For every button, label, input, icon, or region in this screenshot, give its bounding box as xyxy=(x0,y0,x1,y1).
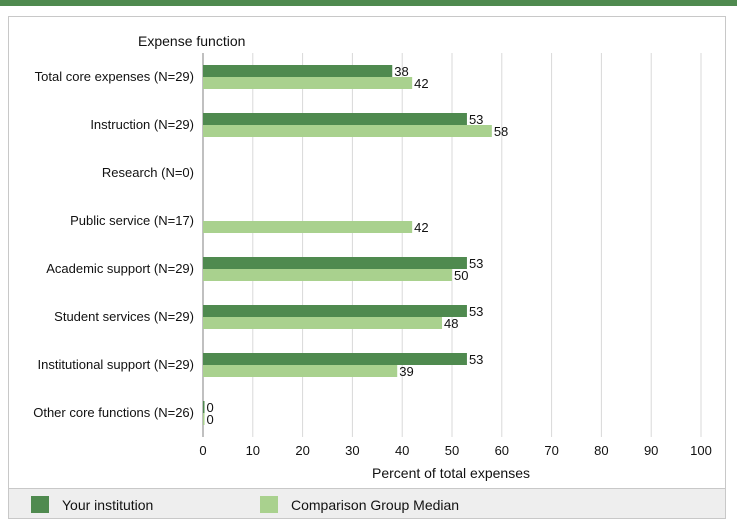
value-label-comparison-median-1: 42 xyxy=(414,76,428,91)
bar-comparison-median-4 xyxy=(203,221,413,233)
bar-chart: Expense function 0 10 20 30 40 50 60 70 80 90 100 T… xyxy=(33,33,712,481)
value-label-your-institution-8: 0 xyxy=(207,400,214,415)
x-tick-label-60: 60 xyxy=(495,443,509,458)
category-label-7: Institutional support (N=29) xyxy=(38,357,194,372)
legend-swatch-comparison-group-median xyxy=(260,496,278,513)
value-label-comparison-median-2: 58 xyxy=(494,124,508,139)
value-label-comparison-median-6: 48 xyxy=(444,316,458,331)
bar-your-institution-2 xyxy=(203,113,467,125)
chart-title: Expense function xyxy=(138,33,245,49)
x-tick-label-20: 20 xyxy=(295,443,309,458)
bar-your-institution-7 xyxy=(203,353,467,365)
x-tick-label-80: 80 xyxy=(594,443,608,458)
x-tick-label-10: 10 xyxy=(246,443,260,458)
category-label-4: Public service (N=17) xyxy=(70,213,194,228)
bar-your-institution-5 xyxy=(203,257,467,269)
bar-comparison-median-1 xyxy=(203,77,413,89)
category-label-5: Academic support (N=29) xyxy=(46,261,194,276)
value-label-your-institution-5: 53 xyxy=(469,256,483,271)
value-label-comparison-median-8: 0 xyxy=(207,412,214,427)
x-tick-label-90: 90 xyxy=(644,443,658,458)
category-label-3: Research (N=0) xyxy=(102,165,194,180)
legend-item-your-institution: Your institution xyxy=(31,496,153,513)
bar-comparison-median-6 xyxy=(203,317,443,329)
bars xyxy=(203,65,492,425)
value-label-your-institution-2: 53 xyxy=(469,112,483,127)
labels: 0 10 20 30 40 50 60 70 80 90 100 Total core expense… xyxy=(33,64,712,458)
value-label-comparison-median-5: 50 xyxy=(454,268,468,283)
legend-swatch-your-institution xyxy=(31,496,49,513)
bar-your-institution-1 xyxy=(203,65,393,77)
legend-item-comparison-group-median: Comparison Group Median xyxy=(260,496,459,513)
category-label-6: Student services (N=29) xyxy=(54,309,194,324)
x-axis-title: Percent of total expenses xyxy=(372,465,530,481)
category-label-2: Instruction (N=29) xyxy=(90,117,194,132)
bar-comparison-median-8 xyxy=(203,413,205,425)
x-tick-label-40: 40 xyxy=(395,443,409,458)
bar-comparison-median-5 xyxy=(203,269,452,281)
x-tick-label-50: 50 xyxy=(445,443,459,458)
legend-label-your-institution: Your institution xyxy=(62,496,154,513)
gridlines xyxy=(202,53,702,437)
x-tick-label-100: 100 xyxy=(690,443,712,458)
chart-frame: Expense function 0 10 20 30 40 50 60 70 80 90 100 T… xyxy=(8,16,726,489)
value-label-your-institution-1: 38 xyxy=(394,64,408,79)
category-label-8: Other core functions (N=26) xyxy=(33,405,194,420)
x-tick-label-0: 0 xyxy=(199,443,206,458)
x-tick-label-30: 30 xyxy=(345,443,359,458)
legend-label-comparison-group-median: Comparison Group Median xyxy=(291,496,460,513)
legend: Your institution Comparison Group Median xyxy=(8,489,726,519)
value-label-comparison-median-7: 39 xyxy=(399,364,413,379)
value-label-comparison-median-4: 42 xyxy=(414,220,428,235)
x-tick-label-70: 70 xyxy=(544,443,558,458)
value-label-your-institution-7: 53 xyxy=(469,352,483,367)
top-accent-rule xyxy=(0,0,737,6)
bar-comparison-median-2 xyxy=(203,125,492,137)
value-label-your-institution-6: 53 xyxy=(469,304,483,319)
bar-comparison-median-7 xyxy=(203,365,398,377)
category-label-1: Total core expenses (N=29) xyxy=(35,69,194,84)
bar-your-institution-6 xyxy=(203,305,467,317)
bar-your-institution-8 xyxy=(203,401,205,413)
